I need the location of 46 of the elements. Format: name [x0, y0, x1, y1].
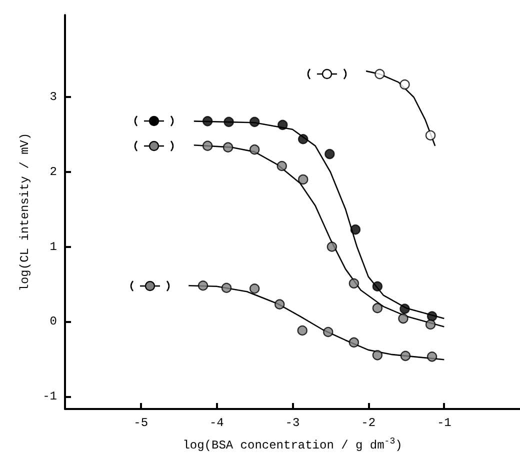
point: [298, 134, 308, 144]
point: [278, 120, 288, 130]
point: [348, 278, 360, 288]
point: [398, 313, 408, 324]
x-tick-label: -3: [285, 416, 300, 430]
x-tick-label: -5: [134, 416, 148, 430]
point: [249, 116, 260, 128]
y-tick-label: 3: [50, 90, 57, 104]
point: [372, 302, 383, 314]
point: [372, 350, 383, 360]
line-series: [365, 70, 436, 146]
point: [400, 79, 410, 90]
point: [221, 282, 232, 293]
point: [350, 224, 361, 235]
point: [372, 281, 383, 292]
point: [425, 319, 436, 330]
point: [374, 68, 385, 80]
point: [426, 311, 438, 322]
point: [348, 337, 360, 348]
point: [202, 116, 213, 126]
point: [274, 299, 285, 310]
point: [276, 160, 287, 172]
point: [202, 140, 213, 151]
y-tick-label: 0: [50, 314, 57, 329]
y-axis-title: log(CL intensity / mV): [18, 132, 32, 292]
y-tick-label: 2: [50, 165, 57, 179]
point: [298, 174, 308, 185]
x-tick-label: -4: [209, 416, 224, 430]
point: [249, 284, 260, 294]
point: [400, 350, 411, 362]
point: [425, 130, 436, 140]
point: [323, 326, 334, 338]
y-tick-label: 1: [50, 240, 57, 254]
point: [198, 280, 208, 291]
line-series: [188, 284, 445, 360]
y-tick-label: -1: [42, 389, 57, 404]
point: [249, 144, 260, 155]
point: [222, 142, 234, 152]
point: [224, 116, 234, 128]
point: [297, 325, 308, 336]
point: [400, 304, 410, 314]
point: [324, 148, 335, 160]
point: [326, 242, 338, 252]
x-tick-label: -2: [361, 416, 376, 430]
point: [426, 352, 438, 362]
x-tick-label: -1: [436, 416, 452, 430]
